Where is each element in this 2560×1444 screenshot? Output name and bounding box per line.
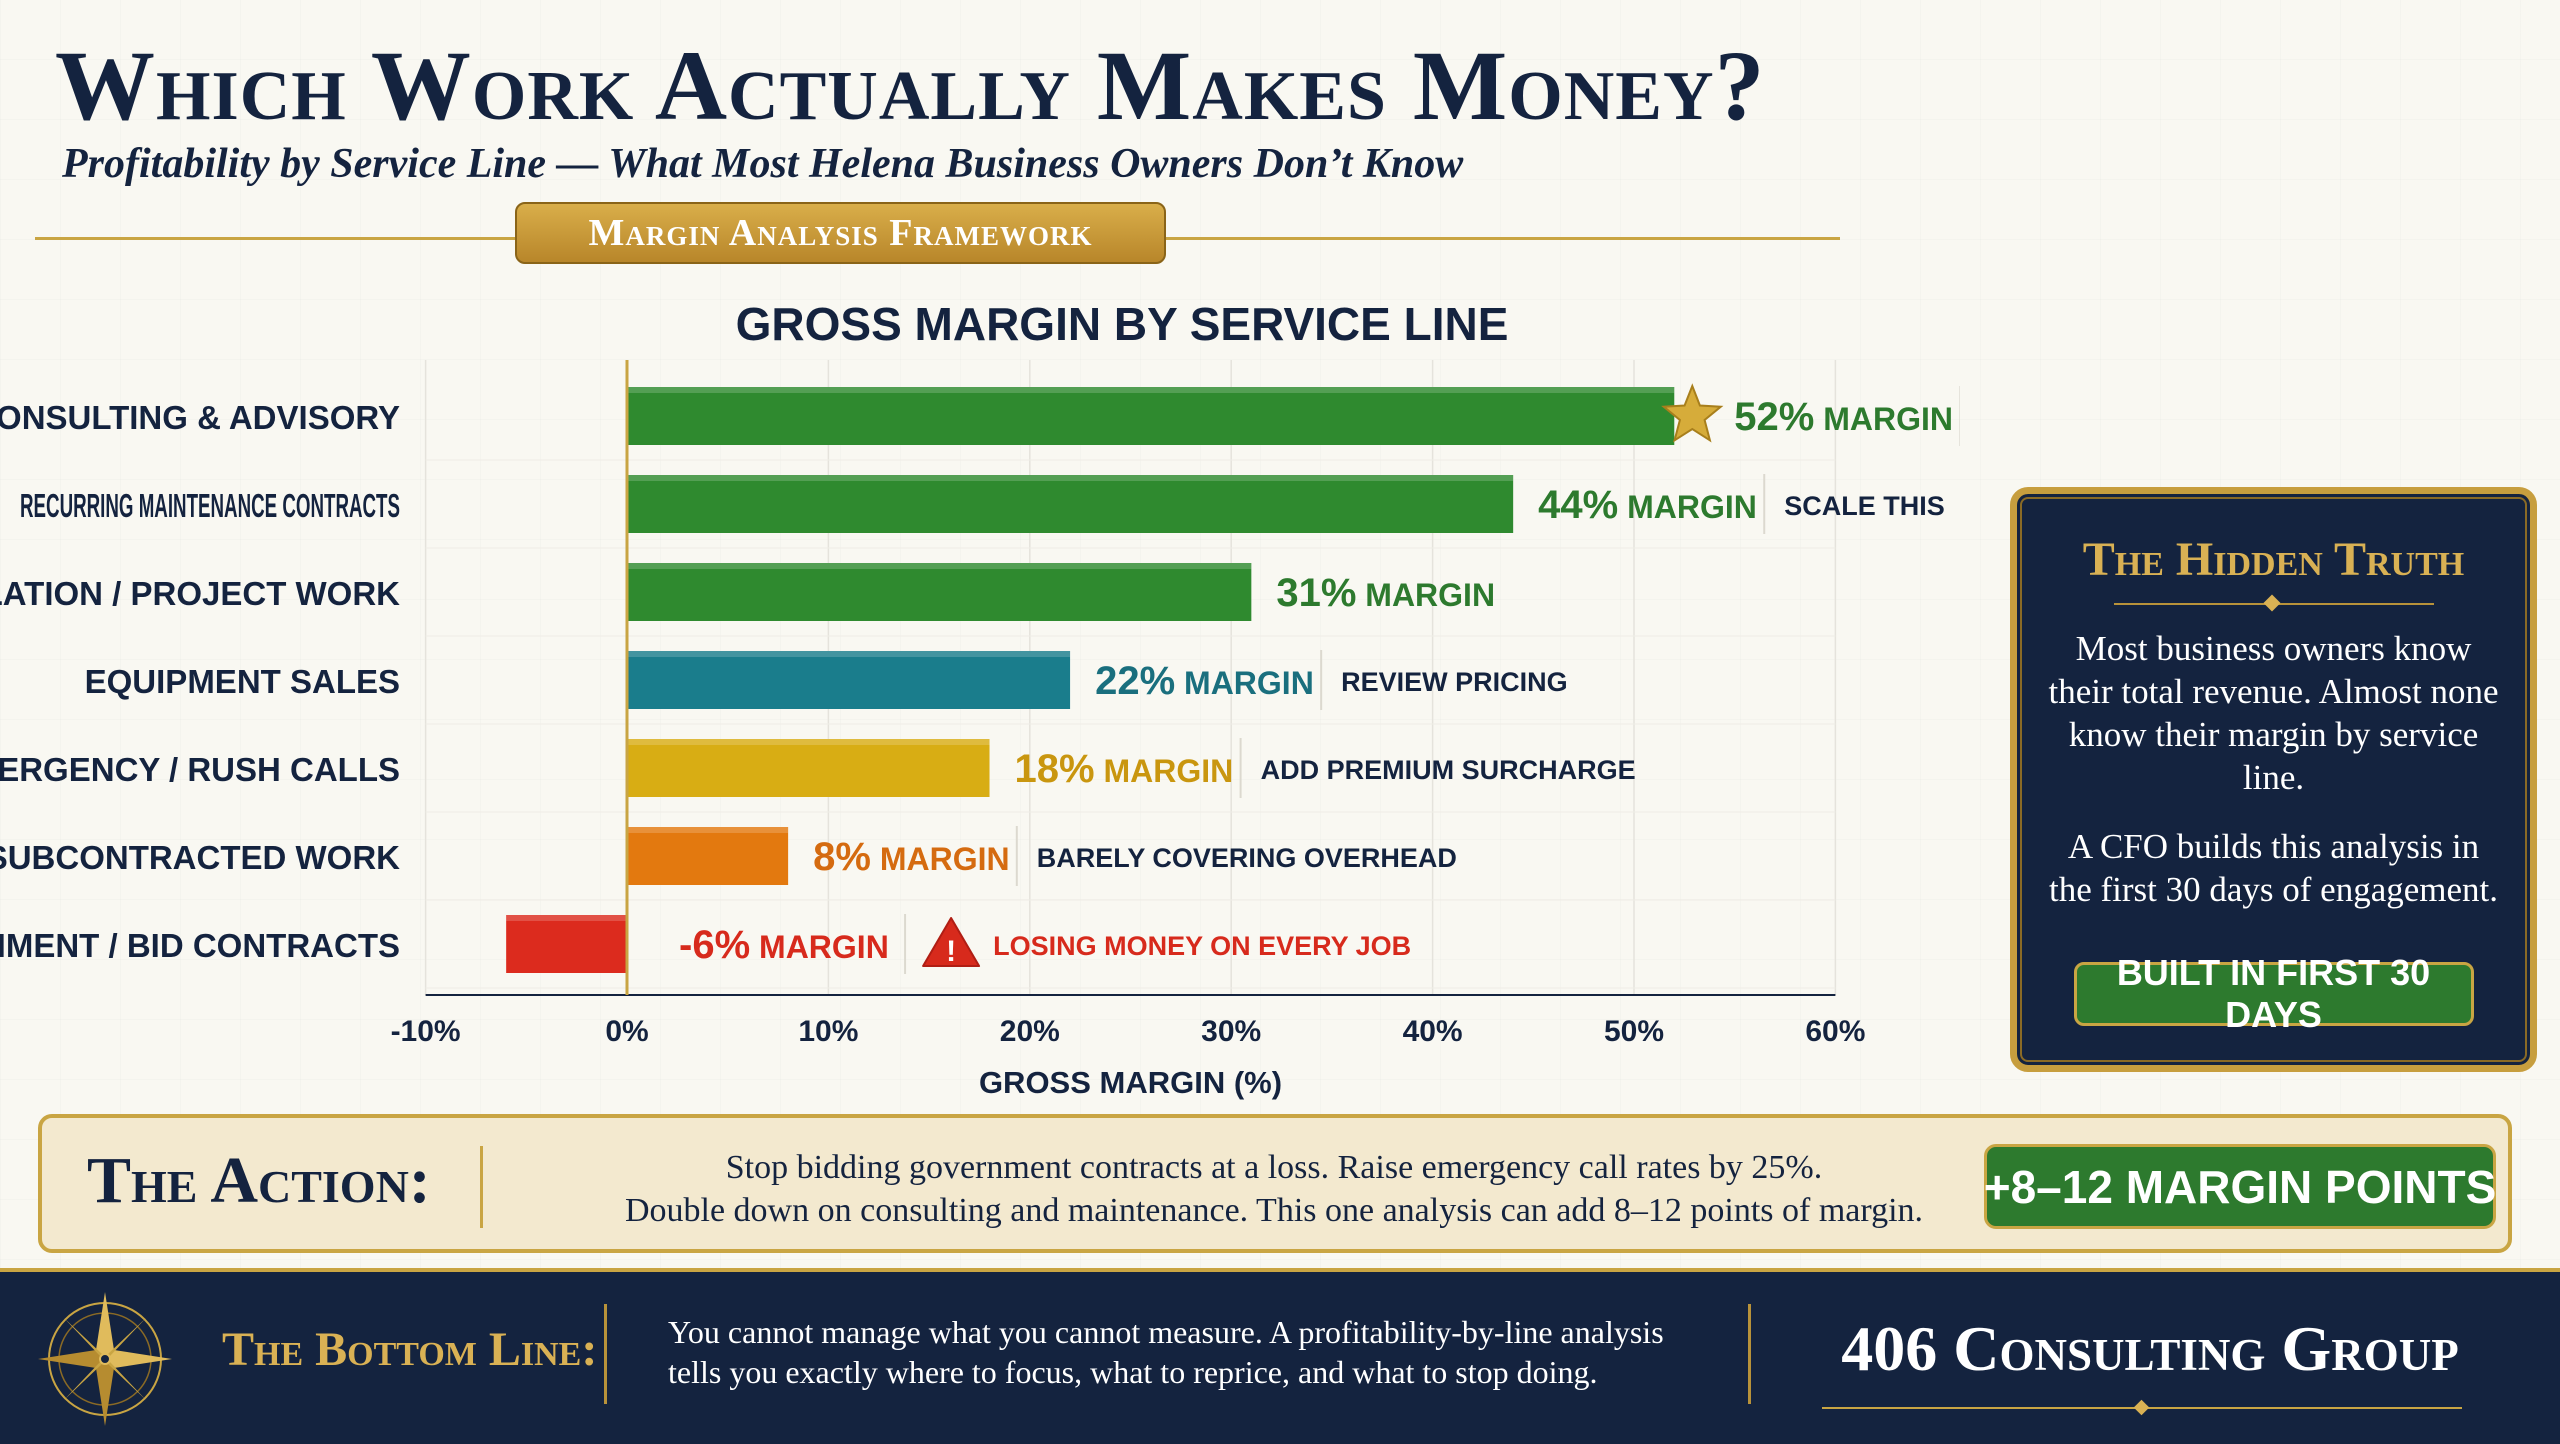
note-label: BARELY COVERING OVERHEAD xyxy=(1037,843,1457,873)
margin-bar-chart: GROSS MARGIN BY SERVICE LINE CONSULTING &… xyxy=(0,298,1960,1100)
bar xyxy=(627,563,1252,621)
note-label: LOSING MONEY ON EVERY JOB xyxy=(993,931,1411,961)
diamond-icon xyxy=(2133,1399,2150,1416)
divider-right xyxy=(1166,237,1840,240)
hidden-truth-text-1: Most business owners know their total re… xyxy=(2048,629,2499,797)
action-text: Stop bidding government contracts at a l… xyxy=(504,1146,2044,1232)
x-tick-label: 40% xyxy=(1403,1015,1463,1048)
action-label: The Action: xyxy=(87,1144,431,1217)
panel-divider xyxy=(2113,594,2434,613)
note-label: REVIEW PRICING xyxy=(1341,667,1568,697)
star-icon xyxy=(1661,383,1724,443)
value-label: 31% MARGIN xyxy=(1276,571,1495,615)
category-label: RECURRING MAINTENANCE CONTRACTS xyxy=(20,487,400,524)
bar-highlight xyxy=(506,915,627,921)
brand-underline xyxy=(1822,1399,2462,1416)
bar xyxy=(627,827,789,885)
action-bar: The Action: Stop bidding government cont… xyxy=(38,1114,2512,1253)
x-tick-label: 20% xyxy=(1000,1015,1060,1048)
bar xyxy=(506,915,627,973)
x-tick-label: 10% xyxy=(798,1015,858,1048)
hidden-truth-text-2: A CFO builds this analysis in the first … xyxy=(2048,827,2499,909)
category-label: EMERGENCY / RUSH CALLS xyxy=(0,751,400,788)
chart-title: GROSS MARGIN BY SERVICE LINE xyxy=(736,298,1509,350)
bar-highlight xyxy=(627,475,1514,481)
built-in-30-days-badge: BUILT IN FIRST 30 DAYS xyxy=(2073,952,2474,1035)
x-tick-label: -10% xyxy=(391,1015,461,1048)
bar xyxy=(627,651,1071,709)
bottom-line-2: tells you exactly where to focus, what t… xyxy=(668,1354,1598,1390)
bottom-line-1: You cannot manage what you cannot measur… xyxy=(668,1314,1664,1350)
value-label: 44% MARGIN xyxy=(1538,483,1757,527)
value-label: 52% MARGIN xyxy=(1734,395,1953,439)
category-label: EQUIPMENT SALES xyxy=(85,663,400,700)
hidden-truth-panel: The Hidden Truth Most business owners kn… xyxy=(2010,487,2537,1072)
bottom-line-bar: The Bottom Line: You cannot manage what … xyxy=(0,1268,2560,1444)
warning-icon xyxy=(922,917,981,967)
x-tick-label: 50% xyxy=(1604,1015,1664,1048)
category-label: CONSULTING & ADVISORY xyxy=(0,399,400,436)
diamond-icon xyxy=(2263,594,2280,612)
x-tick-label: 60% xyxy=(1805,1015,1865,1048)
framework-badge: Margin Analysis Framework xyxy=(515,202,1166,264)
brand-name: 406 Consulting Group xyxy=(1841,1313,2459,1384)
note-label: SCALE THIS xyxy=(1784,491,1945,521)
margin-points-badge: +8–12 MARGIN POINTS xyxy=(1984,1144,2496,1229)
value-label: 22% MARGIN xyxy=(1095,659,1314,703)
bottom-separator-1 xyxy=(604,1304,607,1404)
x-tick-label: 30% xyxy=(1201,1015,1261,1048)
category-label: INSTALLATION / PROJECT WORK xyxy=(0,575,400,612)
action-line-1: Stop bidding government contracts at a l… xyxy=(725,1149,1823,1186)
compass-rose-icon xyxy=(38,1292,172,1426)
bar-highlight xyxy=(627,563,1252,569)
x-axis-title: GROSS MARGIN (%) xyxy=(979,1065,1282,1100)
bottom-line-label: The Bottom Line: xyxy=(222,1323,598,1376)
x-tick-label: 0% xyxy=(605,1015,648,1048)
bar-highlight xyxy=(627,387,1675,393)
bar xyxy=(627,387,1675,445)
bottom-line-text: You cannot manage what you cannot measur… xyxy=(668,1312,1728,1392)
category-label: GOVERNMENT / BID CONTRACTS xyxy=(0,927,400,964)
action-separator xyxy=(480,1146,483,1228)
bar xyxy=(627,475,1514,533)
action-line-2: Double down on consulting and maintenanc… xyxy=(624,1192,1924,1229)
value-label: -6% MARGIN xyxy=(679,923,889,967)
bar-highlight xyxy=(627,827,789,833)
value-label: 18% MARGIN xyxy=(1015,747,1234,791)
note-label: ADD PREMIUM SURCHARGE xyxy=(1261,755,1636,785)
category-label: SUBCONTRACTED WORK xyxy=(0,839,400,876)
hidden-truth-title: The Hidden Truth xyxy=(2082,533,2465,586)
page-title: Which Work Actually Makes Money? xyxy=(55,30,1766,141)
warning-exclamation: ! xyxy=(946,935,956,968)
bar-highlight xyxy=(627,651,1071,657)
bar-highlight xyxy=(627,739,990,745)
bottom-separator-2 xyxy=(1748,1304,1751,1404)
value-label: 8% MARGIN xyxy=(813,835,1009,879)
bar xyxy=(627,739,990,797)
page-subtitle: Profitability by Service Line — What Mos… xyxy=(62,141,1464,187)
divider-left xyxy=(35,237,515,240)
